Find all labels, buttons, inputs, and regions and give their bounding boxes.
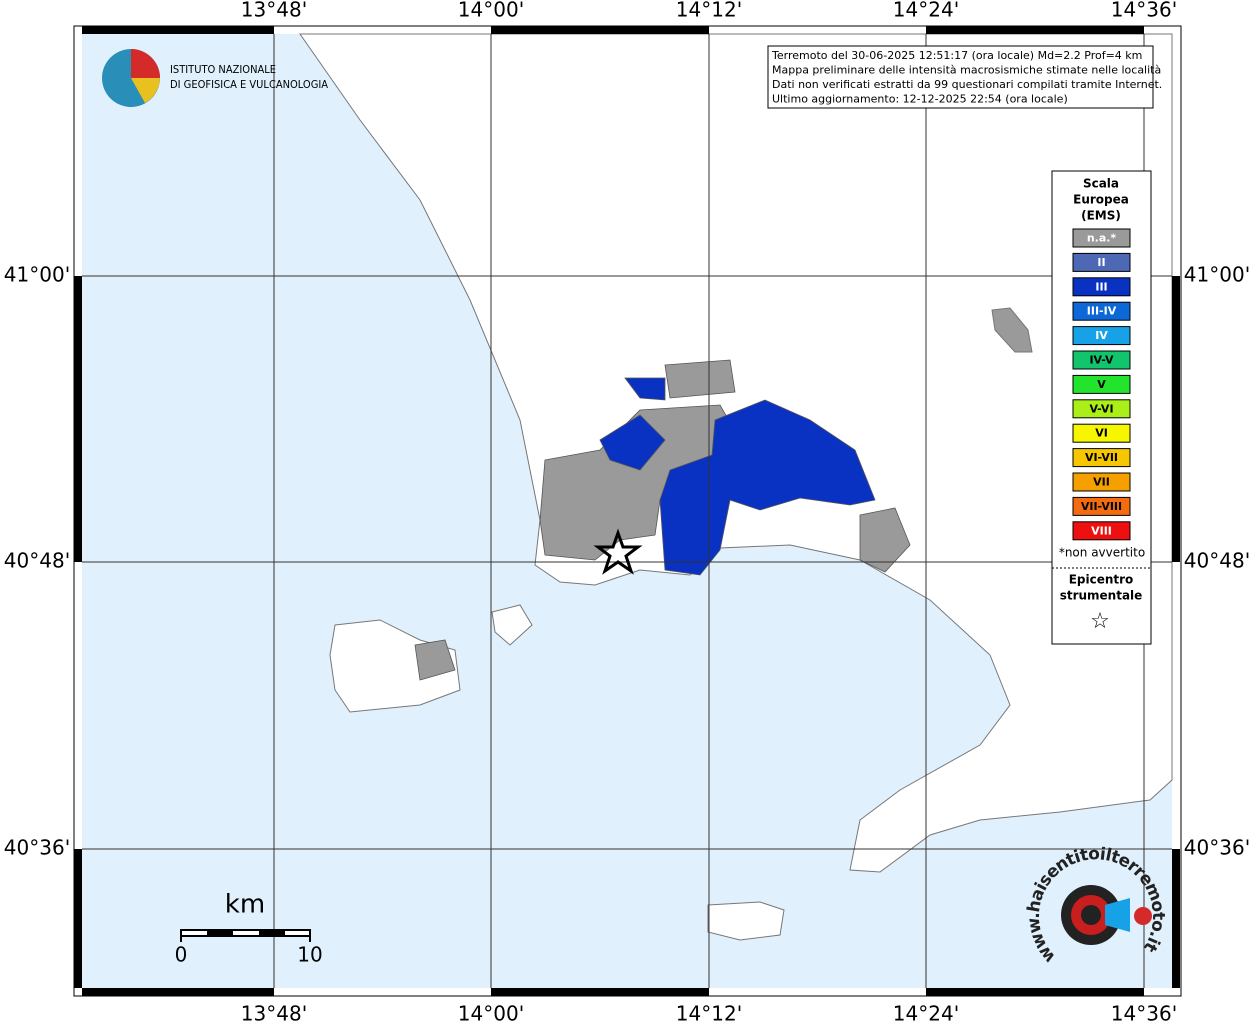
frame-ticks — [74, 26, 1180, 996]
lon-label: 14°12' — [676, 1002, 742, 1024]
info-line: Terremoto del 30-06-2025 12:51:17 (ora l… — [771, 49, 1142, 62]
legend-swatch — [1072, 326, 1131, 346]
area-na — [664, 359, 736, 399]
legend-swatch — [1072, 423, 1131, 443]
scale-label: 0 — [175, 943, 188, 967]
lat-label: 41°00' — [4, 263, 70, 287]
scale-label: 10 — [297, 943, 322, 967]
lat-label: 40°48' — [4, 549, 70, 573]
legend-epicenter: strumentale — [1060, 589, 1143, 603]
legend-title: (EMS) — [1081, 209, 1121, 223]
scale-unit: km — [225, 890, 265, 920]
lon-label: 14°00' — [458, 1002, 524, 1024]
legend-swatch — [1072, 228, 1131, 248]
legend-swatch — [1072, 496, 1131, 516]
info-box — [767, 45, 1154, 109]
graticule — [82, 34, 1172, 988]
area-na — [414, 639, 456, 681]
intensity-areas — [414, 359, 911, 681]
legend-label: VII — [1093, 476, 1110, 489]
legend-label: VI-VII — [1085, 451, 1118, 464]
legend-label: VII-VIII — [1081, 500, 1122, 513]
legend-swatch — [1072, 472, 1131, 492]
info-line: Dati non verificati estratti da 99 quest… — [772, 78, 1162, 91]
procida — [491, 604, 533, 646]
lon-label: 14°36' — [1111, 0, 1177, 22]
legend-label: II — [1097, 256, 1105, 269]
epicenter — [593, 528, 643, 575]
legend-label: n.a.* — [1087, 232, 1117, 245]
legend-swatch — [1072, 374, 1131, 394]
legend-title: Europea — [1073, 193, 1129, 207]
legend-epicenter: Epicentro — [1069, 573, 1134, 587]
legend-swatch — [1072, 301, 1131, 321]
scale-bar: km 0 10 — [175, 890, 323, 967]
logo-text: DI GEOFISICA E VULCANOLOGIA — [170, 78, 328, 91]
info-line: Ultimo aggiornamento: 12-12-2025 22:54 (… — [772, 93, 1068, 106]
legend-label: VI — [1095, 427, 1108, 440]
lon-label: 14°24' — [893, 1002, 959, 1024]
lon-label: 13°48' — [241, 0, 307, 22]
capri — [707, 901, 785, 941]
legend-label: V-VI — [1089, 402, 1113, 415]
lat-label: 41°00' — [1184, 263, 1250, 287]
area-iii — [624, 377, 666, 401]
lat-label: 40°36' — [4, 836, 70, 860]
legend-title: Scala — [1083, 177, 1119, 191]
lat-label: 40°48' — [1184, 549, 1250, 573]
legend-footnote: *non avvertito — [1059, 546, 1145, 560]
legend-label: III — [1095, 280, 1107, 293]
lon-label: 14°00' — [458, 0, 524, 22]
legend-swatch — [1072, 448, 1131, 468]
lat-label: 40°36' — [1184, 836, 1250, 860]
legend-label: V — [1097, 378, 1106, 391]
lon-label: 13°48' — [241, 1002, 307, 1024]
ingv-logo: ISTITUTO NAZIONALE DI GEOFISICA E VULCAN… — [102, 49, 328, 107]
legend-label: III-IV — [1087, 305, 1117, 318]
lon-label: 14°36' — [1111, 1002, 1177, 1024]
legend-swatch — [1072, 350, 1131, 370]
lon-label: 14°24' — [893, 0, 959, 22]
info-line: Mappa preliminare delle intensità macros… — [772, 64, 1161, 77]
area-iii — [599, 414, 666, 471]
legend-swatch — [1072, 252, 1131, 272]
area-na — [859, 507, 911, 573]
logo-text: ISTITUTO NAZIONALE — [170, 63, 276, 76]
area-iii — [659, 399, 876, 576]
lon-label: 14°12' — [676, 0, 742, 22]
legend-label: IV-V — [1089, 354, 1114, 367]
legend-label: VIII — [1091, 524, 1112, 537]
legend-swatch — [1072, 521, 1131, 541]
legend-swatch — [1072, 277, 1131, 297]
legend-epicenter-symbol: ☆ — [1090, 609, 1110, 634]
legend-swatch — [1072, 399, 1131, 419]
lake — [991, 307, 1033, 353]
legend-label: IV — [1095, 329, 1108, 342]
